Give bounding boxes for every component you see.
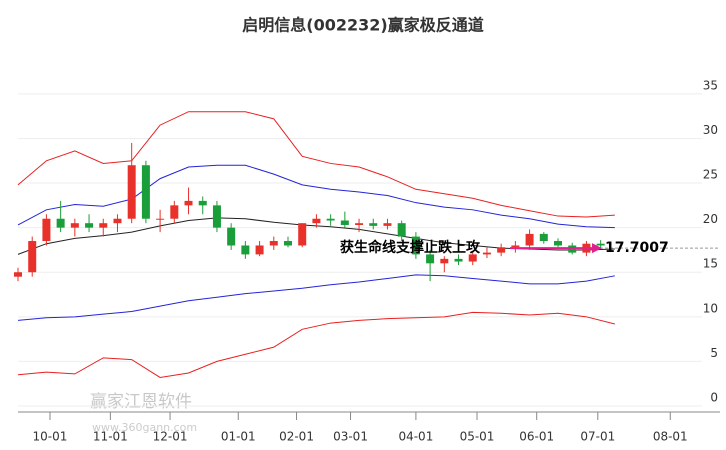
x-tick-label: 02-01 bbox=[279, 430, 314, 444]
candle-body bbox=[99, 223, 108, 228]
channel-line bbox=[17, 311, 615, 378]
y-tick-label: 35 bbox=[703, 78, 718, 92]
annotation-text: 获生命线支撑止跌上攻 bbox=[340, 239, 481, 256]
x-tick-label: 04-01 bbox=[398, 430, 433, 444]
candle-body bbox=[198, 200, 207, 206]
watermark-url: www.360gann.com bbox=[92, 421, 197, 434]
y-tick-label: 15 bbox=[703, 257, 718, 271]
candle-body bbox=[440, 258, 449, 264]
x-tick-label: 01-01 bbox=[221, 430, 256, 444]
channel-line bbox=[17, 274, 615, 321]
candle-body bbox=[539, 233, 548, 242]
x-tick-label: 10-01 bbox=[33, 430, 68, 444]
candle-body bbox=[212, 205, 221, 228]
y-tick-label: 20 bbox=[703, 212, 718, 226]
candle-body bbox=[411, 236, 420, 255]
candle-body bbox=[85, 223, 94, 228]
candle-body bbox=[454, 258, 463, 262]
arrow-head bbox=[592, 243, 602, 254]
candle-body bbox=[525, 233, 534, 246]
watermark: 赢家江恩软件 bbox=[90, 392, 192, 412]
candle-body bbox=[170, 205, 179, 219]
x-tick-label: 11-01 bbox=[93, 430, 128, 444]
candle-body bbox=[397, 223, 406, 237]
candle-body bbox=[284, 241, 292, 246]
candle-body bbox=[369, 223, 378, 226]
x-tick-label: 08-01 bbox=[653, 430, 688, 444]
candle-body bbox=[482, 252, 491, 255]
candle-body bbox=[42, 218, 51, 242]
candle-body bbox=[312, 218, 321, 224]
candle-body bbox=[141, 165, 150, 219]
candle-body bbox=[127, 165, 136, 219]
candle-body bbox=[326, 218, 335, 221]
y-tick-label: 25 bbox=[703, 168, 718, 182]
candle-body bbox=[113, 218, 122, 224]
y-tick-label: 5 bbox=[710, 346, 718, 360]
y-tick-label: 10 bbox=[703, 301, 718, 315]
x-tick-label: 12-01 bbox=[153, 430, 188, 444]
chart-title: 启明信息(002232)赢家极反通道 bbox=[242, 16, 483, 35]
channel-line bbox=[17, 164, 615, 229]
candle-body bbox=[14, 272, 22, 277]
candle-body bbox=[596, 243, 605, 246]
candle-body bbox=[184, 200, 193, 206]
candle-body bbox=[497, 247, 506, 253]
annotation-value: 17.7007 bbox=[605, 240, 669, 256]
candle-body bbox=[383, 223, 392, 226]
candle-body bbox=[298, 223, 307, 246]
candle-body bbox=[468, 254, 477, 262]
candle-body bbox=[56, 218, 65, 228]
x-tick-label: 07-01 bbox=[580, 430, 615, 444]
candle-body bbox=[340, 220, 349, 225]
candle-body bbox=[426, 254, 435, 264]
candle-body bbox=[70, 223, 79, 228]
candle-body bbox=[241, 245, 250, 255]
candle-body bbox=[269, 241, 278, 246]
y-tick-label: 30 bbox=[703, 123, 718, 137]
candle-body bbox=[28, 241, 37, 273]
candle-body bbox=[355, 223, 364, 225]
candle-body bbox=[554, 241, 562, 246]
x-tick-label: 05-01 bbox=[460, 430, 495, 444]
channel-line bbox=[17, 111, 615, 218]
candle-body bbox=[255, 245, 264, 255]
candle-body bbox=[156, 218, 165, 220]
x-tick-label: 03-01 bbox=[333, 430, 368, 444]
candle-body bbox=[227, 227, 236, 246]
y-tick-label: 0 bbox=[710, 391, 718, 405]
x-tick-label: 06-01 bbox=[519, 430, 554, 444]
candle-body bbox=[511, 245, 520, 248]
